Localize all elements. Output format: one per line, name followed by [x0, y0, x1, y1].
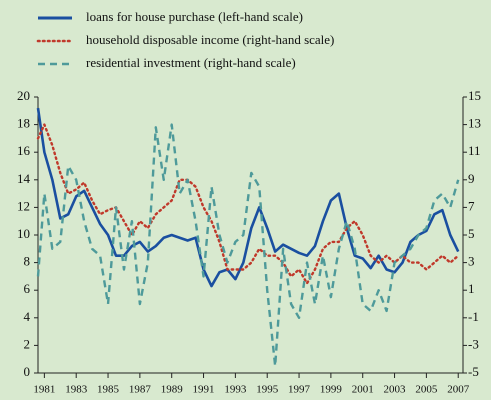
series-line: [36, 123, 460, 285]
y2-tick-label: 11: [468, 143, 481, 158]
series-line: [36, 107, 460, 288]
y2-tick-label: 7: [468, 198, 475, 213]
y-tick-label: 6: [24, 281, 31, 296]
x-tick-label: 1985: [97, 384, 120, 396]
y2-tick-label: 3: [468, 254, 475, 269]
x-tick-label: 1989: [161, 384, 184, 396]
legend-label: residential investment (right-hand scale…: [86, 55, 296, 70]
y2-tick-label: -1: [468, 309, 479, 324]
legend-label: loans for house purchase (left-hand scal…: [86, 9, 303, 24]
y-tick-label: 16: [17, 143, 31, 158]
x-tick-label: 2005: [415, 384, 438, 396]
series-line: [36, 123, 460, 368]
legend-label: household disposable income (right-hand …: [86, 32, 334, 47]
y-tick-label: 8: [24, 254, 31, 269]
y-tick-label: 20: [17, 88, 30, 103]
x-tick-label: 1995: [256, 384, 279, 396]
y-tick-label: 10: [17, 226, 30, 241]
x-tick-label: 1987: [129, 384, 152, 396]
x-tick-label: 2007: [447, 384, 470, 396]
y2-tick-label: 5: [468, 226, 475, 241]
y-tick-label: 2: [24, 336, 31, 351]
x-tick-label: 2003: [384, 384, 407, 396]
y-tick-label: 18: [17, 116, 30, 131]
x-tick-label: 1981: [33, 384, 55, 396]
x-tick-label: 1993: [224, 384, 247, 396]
y2-tick-label: -5: [468, 364, 479, 379]
x-tick-label: 1997: [288, 384, 311, 396]
y-tick-label: 4: [24, 309, 31, 324]
y2-tick-label: 13: [468, 116, 481, 131]
x-tick-label: 1999: [320, 384, 343, 396]
y-tick-label: 14: [17, 171, 31, 186]
y-tick-label: 12: [17, 198, 30, 213]
y-tick-label: 0: [24, 364, 31, 379]
y2-tick-label: 9: [468, 171, 475, 186]
x-tick-label: 1991: [193, 384, 215, 396]
y2-tick-label: 1: [468, 281, 475, 296]
y2-tick-label: 15: [468, 88, 481, 103]
x-tick-label: 1983: [65, 384, 88, 396]
x-tick-label: 2001: [352, 384, 374, 396]
y2-tick-label: -3: [468, 336, 479, 351]
